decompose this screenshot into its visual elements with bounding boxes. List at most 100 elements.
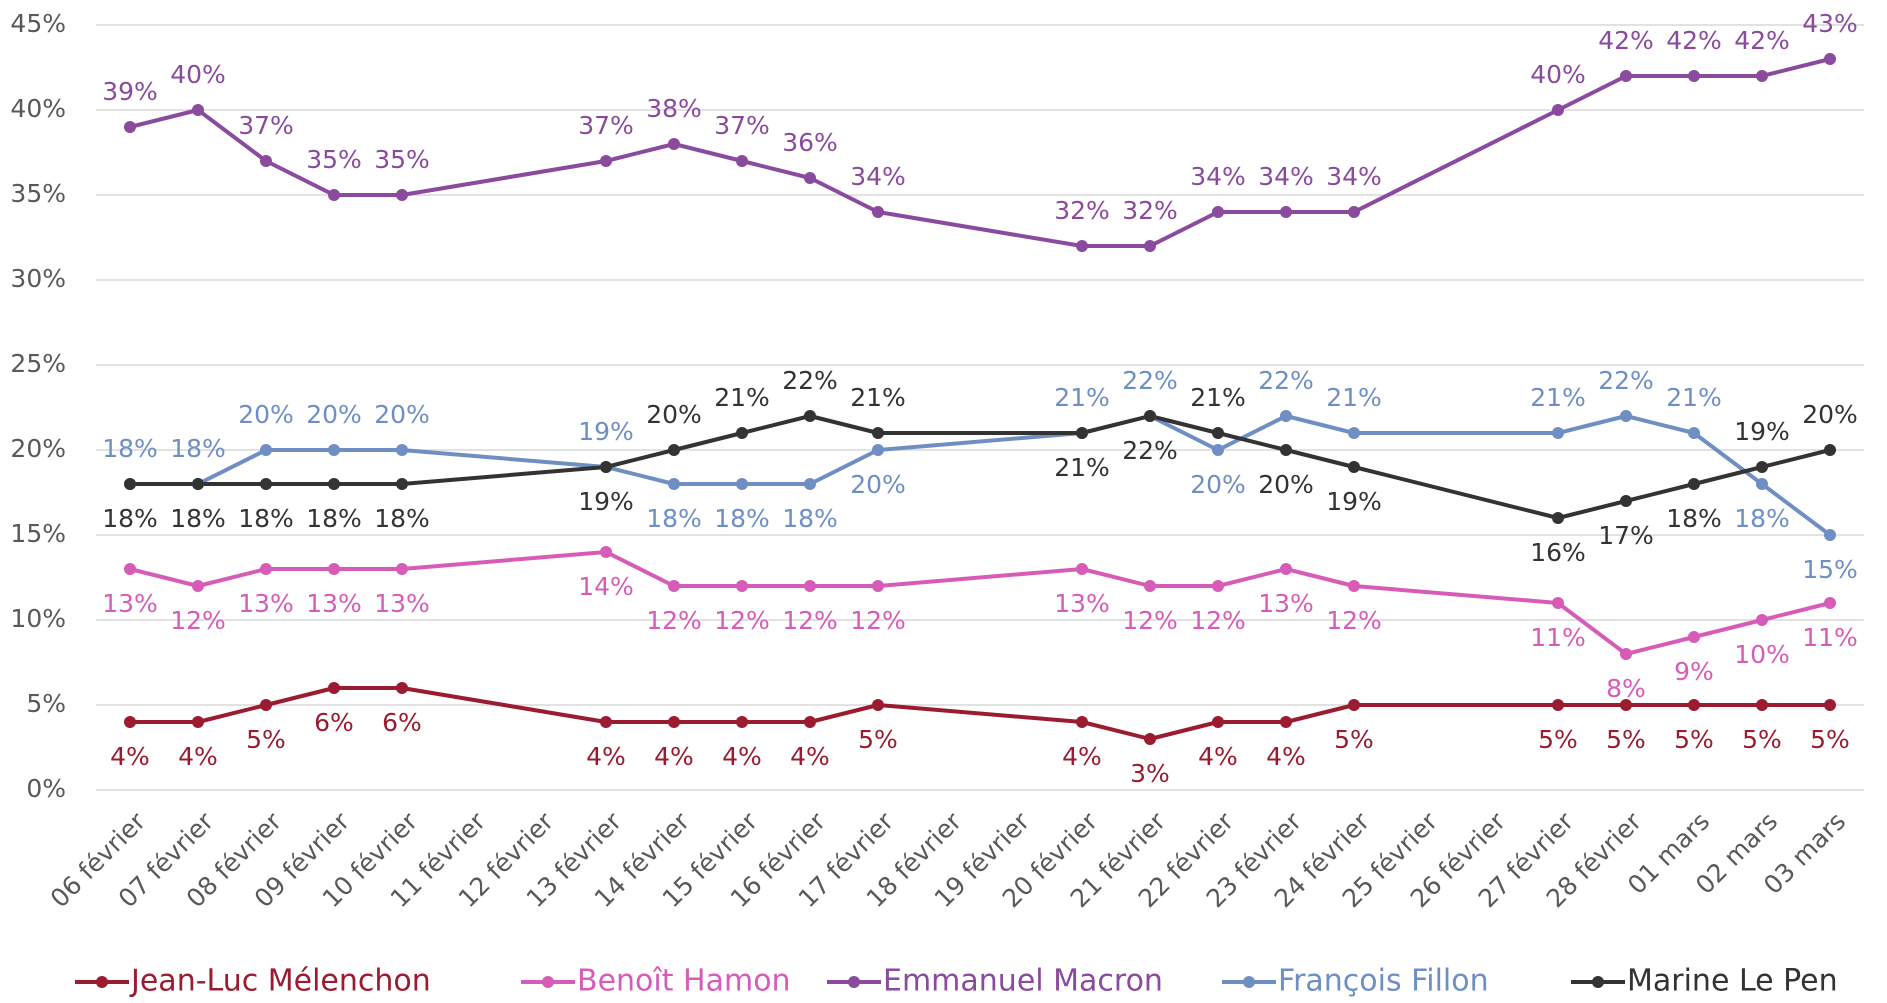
series-line [1692, 431, 1764, 486]
data-point [600, 461, 612, 473]
series-line [1353, 108, 1559, 214]
data-point [600, 155, 612, 167]
data-label: 19% [578, 487, 634, 516]
data-point [260, 155, 272, 167]
data-label: 12% [646, 606, 702, 635]
data-label: 42% [1666, 26, 1722, 55]
data-label: 5% [858, 725, 898, 754]
data-point [872, 444, 884, 456]
series-line [1761, 57, 1831, 78]
data-label: 5% [1538, 725, 1578, 754]
y-tick-label: 40% [10, 94, 66, 123]
data-point [1280, 206, 1292, 218]
data-point [192, 580, 204, 592]
data-point [1280, 444, 1292, 456]
data-point [328, 563, 340, 575]
data-label: 35% [306, 145, 362, 174]
series-line [1217, 567, 1287, 588]
data-label: 21% [1530, 383, 1586, 412]
data-label: 17% [1598, 521, 1654, 550]
data-point [1824, 53, 1836, 65]
series-line [197, 448, 267, 486]
data-point [1688, 427, 1700, 439]
data-point [668, 716, 680, 728]
data-label: 22% [1122, 366, 1178, 395]
legend-label: François Fillon [1278, 964, 1489, 999]
series-line [1693, 618, 1763, 639]
data-point [1144, 580, 1156, 592]
data-point [328, 682, 340, 694]
y-tick-label: 15% [10, 519, 66, 548]
legend-label: Jean-Luc Mélenchon [129, 964, 431, 999]
series-line [877, 703, 1083, 724]
data-label: 42% [1734, 26, 1790, 55]
series-line [809, 176, 879, 214]
series-line [1285, 414, 1355, 435]
data-point [1824, 444, 1836, 456]
data-label: 20% [646, 400, 702, 429]
data-label: 5% [1810, 725, 1850, 754]
data-label: 8% [1606, 674, 1646, 703]
series-line [1761, 448, 1831, 469]
data-label: 21% [1666, 383, 1722, 412]
data-label: 20% [374, 400, 430, 429]
y-tick-label: 45% [10, 9, 66, 38]
data-label: 4% [1198, 742, 1238, 771]
data-label: 5% [1606, 725, 1646, 754]
data-label: 34% [1326, 162, 1382, 191]
data-label: 3% [1130, 759, 1170, 788]
data-label: 32% [1122, 196, 1178, 225]
series-line [1081, 720, 1151, 741]
series-line [1149, 210, 1219, 248]
data-point [1212, 427, 1224, 439]
y-tick-label: 0% [26, 774, 66, 803]
data-label: 11% [1802, 623, 1858, 652]
data-point [328, 478, 340, 490]
series-line [265, 686, 335, 707]
data-point [1688, 631, 1700, 643]
data-label: 43% [1802, 9, 1858, 38]
data-label: 20% [1802, 400, 1858, 429]
data-point [668, 478, 680, 490]
series-line [605, 465, 675, 486]
data-point [124, 478, 136, 490]
data-label: 22% [782, 366, 838, 395]
series-line [1557, 499, 1627, 520]
data-point [668, 580, 680, 592]
data-point [1280, 410, 1292, 422]
data-point [1348, 427, 1360, 439]
data-label: 4% [1266, 742, 1306, 771]
data-label: 21% [1054, 383, 1110, 412]
data-label: 4% [178, 742, 218, 771]
y-tick-label: 30% [10, 264, 66, 293]
data-point [396, 189, 408, 201]
y-tick-label: 5% [26, 689, 66, 718]
data-label: 22% [1122, 436, 1178, 465]
series-line [809, 414, 879, 435]
data-label: 18% [374, 504, 430, 533]
series-line [1217, 414, 1287, 452]
data-label: 16% [1530, 538, 1586, 567]
series-line [741, 414, 811, 435]
data-label: 6% [314, 708, 354, 737]
series-line [809, 703, 879, 724]
data-label: 42% [1598, 26, 1654, 55]
legend-marker [848, 976, 860, 988]
series-line [1353, 584, 1559, 605]
data-point [1348, 461, 1360, 473]
data-label: 18% [170, 504, 226, 533]
data-point [1756, 70, 1768, 82]
data-label: 12% [714, 606, 770, 635]
series-line [1081, 414, 1151, 435]
series-line [605, 448, 675, 469]
data-label: 5% [246, 725, 286, 754]
data-point [872, 580, 884, 592]
series-line [809, 448, 879, 486]
series-line [1285, 703, 1355, 724]
data-label: 18% [102, 504, 158, 533]
series-line [1693, 465, 1763, 486]
data-point [1348, 580, 1360, 592]
data-label: 34% [850, 162, 906, 191]
data-label: 20% [850, 470, 906, 499]
